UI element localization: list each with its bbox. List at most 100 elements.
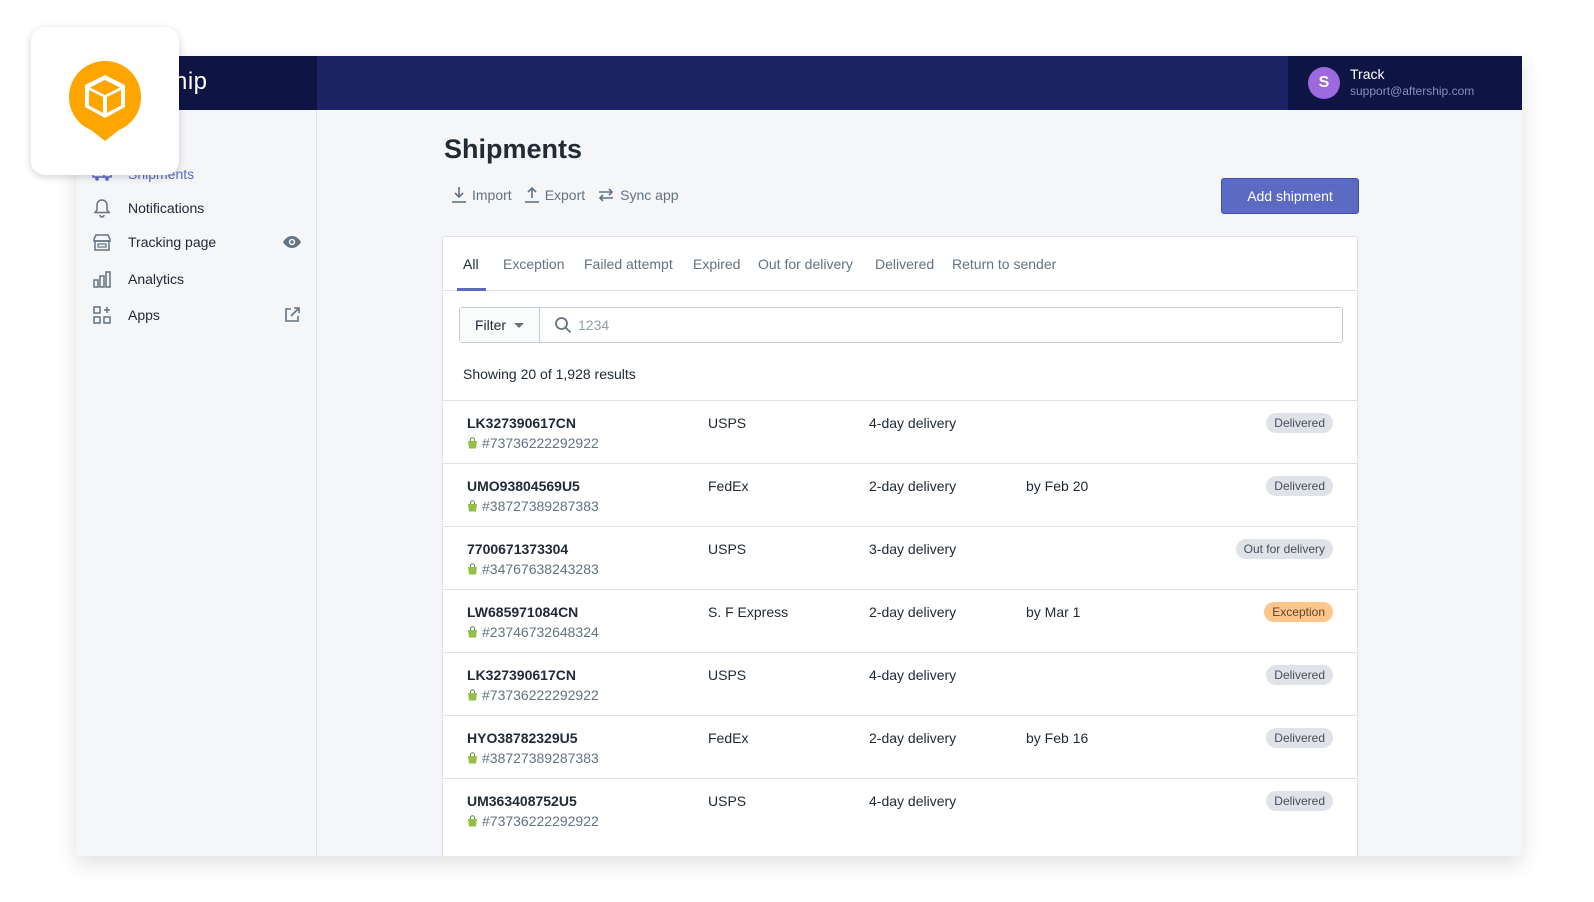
external-link-icon[interactable] xyxy=(282,305,302,325)
tab-expired[interactable]: Expired xyxy=(693,256,741,272)
table-row[interactable]: LK327390617CN #73736222292922 USPS 4-day de… xyxy=(443,652,1357,715)
order-number: #73736222292922 xyxy=(467,435,599,451)
table-row[interactable]: UM363408752U5 #73736222292922 USPS 4-day de… xyxy=(443,778,1357,841)
order-number: #34767638243283 xyxy=(467,561,599,577)
sidebar-item-label: Apps xyxy=(128,307,160,323)
tracking-number: UMO93804569U5 xyxy=(467,478,580,494)
shipments-list: LK327390617CN #73736222292922 USPS 4-day de… xyxy=(443,400,1357,841)
eye-icon[interactable] xyxy=(282,232,302,252)
sidebar-item-tracking-page[interactable]: Tracking page xyxy=(92,228,302,256)
tab-return-to-sender[interactable]: Return to sender xyxy=(952,256,1057,272)
service-type: 4-day delivery xyxy=(869,667,957,683)
status-badge: Delivered xyxy=(1266,413,1333,433)
status-badge: Delivered xyxy=(1266,476,1333,496)
service-type: 2-day delivery xyxy=(869,730,957,746)
user-menu[interactable]: S Track support@aftership.com xyxy=(1288,56,1522,110)
filter-dropdown[interactable]: Filter xyxy=(460,308,540,342)
caret-down-icon xyxy=(514,322,525,328)
tab-delivered[interactable]: Delivered xyxy=(875,256,935,272)
service-type: 4-day delivery xyxy=(869,415,957,431)
table-row[interactable]: 7700671373304 #34767638243283 USPS 3-day de… xyxy=(443,526,1357,589)
tracking-number: LW685971084CN xyxy=(467,604,579,620)
shopify-bag-icon xyxy=(468,626,477,638)
delivery-estimate: by Feb 16 xyxy=(1026,730,1089,746)
service-type: 4-day delivery xyxy=(869,793,957,809)
sidebar-item-label: Notifications xyxy=(128,200,205,216)
order-number-text: #23746732648324 xyxy=(482,624,599,640)
status-badge: Delivered xyxy=(1266,665,1333,685)
delivery-estimate: by Feb 20 xyxy=(1026,478,1089,494)
table-row[interactable]: UMO93804569U5 #38727389287383 FedEx 2-day d… xyxy=(443,463,1357,526)
export-label: Export xyxy=(544,187,586,203)
order-number: #38727389287383 xyxy=(467,498,599,514)
sidebar-item-label: Tracking page xyxy=(128,234,217,250)
shopify-bag-icon xyxy=(468,437,477,449)
search-icon xyxy=(554,316,572,339)
active-tab-indicator xyxy=(457,288,486,291)
tab-all[interactable]: All xyxy=(463,256,479,272)
sidebar-item-analytics[interactable]: Analytics xyxy=(92,265,302,293)
package-pin-icon xyxy=(69,61,141,141)
sync-app-button[interactable]: Sync app xyxy=(597,187,679,203)
carrier-name: USPS xyxy=(708,541,747,557)
carrier-name: USPS xyxy=(708,793,747,809)
download-icon xyxy=(452,187,466,203)
order-number-text: #73736222292922 xyxy=(482,435,599,451)
status-badge: Delivered xyxy=(1266,791,1333,811)
order-number-text: #38727389287383 xyxy=(482,750,599,766)
tracking-number: HYO38782329U5 xyxy=(467,730,578,746)
tab-exception[interactable]: Exception xyxy=(503,256,565,272)
sidebar: Shipments Notifications Tracking page An… xyxy=(76,110,317,856)
import-label: Import xyxy=(472,187,512,203)
aftership-app-icon xyxy=(31,27,179,175)
order-number: #23746732648324 xyxy=(467,624,599,640)
avatar: S xyxy=(1308,67,1340,99)
status-badge: Out for delivery xyxy=(1235,539,1333,559)
table-row[interactable]: HYO38782329U5 #38727389287383 FedEx 2-day d… xyxy=(443,715,1357,778)
upload-icon xyxy=(524,186,539,203)
bar-chart-icon xyxy=(92,269,112,289)
sidebar-item-notifications[interactable]: Notifications xyxy=(92,194,302,222)
carrier-name: USPS xyxy=(708,415,747,431)
service-type: 3-day delivery xyxy=(869,541,957,557)
order-number: #73736222292922 xyxy=(467,813,599,829)
order-number-text: #73736222292922 xyxy=(482,813,599,829)
carrier-name: S. F Express xyxy=(708,604,789,620)
shipments-card: All Exception Failed attempt Expired Out… xyxy=(442,236,1358,856)
app-window: hip S Track support@aftership.com Shipme… xyxy=(76,56,1522,856)
tracking-number: LK327390617CN xyxy=(467,415,576,431)
carrier-name: USPS xyxy=(708,667,747,683)
export-button[interactable]: Export xyxy=(524,186,585,204)
brand-logo-text: hip xyxy=(174,68,208,95)
tracking-number: UM363408752U5 xyxy=(467,793,577,809)
service-type: 2-day delivery xyxy=(869,478,957,494)
order-number-text: #38727389287383 xyxy=(482,498,599,514)
results-count: Showing 20 of 1,928 results xyxy=(463,366,636,382)
order-number: #73736222292922 xyxy=(467,687,599,703)
search-input[interactable] xyxy=(578,309,1338,341)
shopify-bag-icon xyxy=(468,563,477,575)
shopify-bag-icon xyxy=(468,689,477,701)
carrier-name: FedEx xyxy=(708,478,749,494)
status-badge: Delivered xyxy=(1266,728,1333,748)
bell-icon xyxy=(92,198,112,218)
filter-label: Filter xyxy=(474,317,507,333)
tracking-number: LK327390617CN xyxy=(467,667,576,683)
carrier-name: FedEx xyxy=(708,730,749,746)
add-shipment-button[interactable]: Add shipment xyxy=(1221,178,1359,214)
main-content: Shipments Import Export Sync app Add shi… xyxy=(317,110,1522,856)
shopify-bag-icon xyxy=(468,815,477,827)
tracking-number: 7700671373304 xyxy=(467,541,569,557)
sync-icon xyxy=(599,188,614,202)
user-name: Track xyxy=(1350,66,1385,82)
table-row[interactable]: LK327390617CN #73736222292922 USPS 4-day de… xyxy=(443,400,1357,463)
table-row[interactable]: LW685971084CN #23746732648324 S. F Express… xyxy=(443,589,1357,652)
status-tabs: All Exception Failed attempt Expired Out… xyxy=(443,237,1357,291)
sidebar-item-label: Analytics xyxy=(128,271,185,287)
service-type: 2-day delivery xyxy=(869,604,957,620)
shopify-bag-icon xyxy=(468,752,477,764)
tab-out-for-delivery[interactable]: Out for delivery xyxy=(758,256,853,272)
sidebar-item-apps[interactable]: Apps xyxy=(92,301,302,329)
tab-failed-attempt[interactable]: Failed attempt xyxy=(584,256,673,272)
import-button[interactable]: Import xyxy=(451,186,512,204)
